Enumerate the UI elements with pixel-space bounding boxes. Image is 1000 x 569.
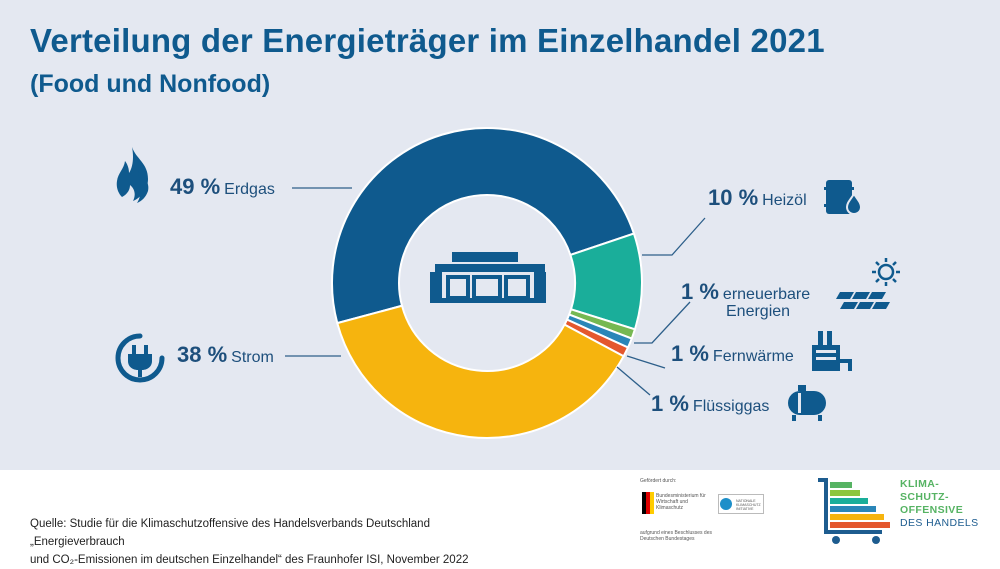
label-heizoel-value: 10 % <box>708 185 759 210</box>
store-icon <box>430 252 546 303</box>
page-subtitle: (Food und Nonfood) <box>30 70 271 98</box>
label-heizoel: 10 % Heizöl <box>708 185 807 210</box>
bundestag-note: aufgrund eines Beschlusses des Deutschen… <box>640 530 712 542</box>
donut-chart <box>285 127 706 439</box>
label-erdgas: 49 % Erdgas <box>170 174 275 199</box>
leader-line-heizoel <box>642 217 706 256</box>
label-erdgas-name: Erdgas <box>224 181 275 198</box>
brand-wordmark: KLIMA- SCHUTZ- OFFENSIVE DES HANDELS <box>900 478 979 530</box>
slice-strom <box>336 304 625 439</box>
district-heating-icon <box>812 331 852 371</box>
source-note: Quelle: Studie für die Klimaschutzoffens… <box>30 518 469 566</box>
label-fernwaerme-name: Fernwärme <box>712 348 794 365</box>
leader-line-fernwaerme <box>626 355 666 369</box>
flame-icon <box>116 147 149 203</box>
label-strom: 38 % Strom <box>177 342 274 367</box>
gas-tank-icon <box>788 385 826 421</box>
label-erdgas-value: 49 % <box>170 174 221 199</box>
label-strom-value: 38 % <box>177 342 228 367</box>
label-fluessiggas-name: Flüssiggas <box>692 398 770 415</box>
oil-barrel-icon <box>824 180 863 216</box>
label-erneuerbar-value: 1 % <box>681 279 719 304</box>
label-erneuerbar: 1 % erneuerbare <box>681 279 811 304</box>
sponsor-heading: Gefördert durch: <box>640 478 677 484</box>
nki-logo-text: NATIONALE KLIMASCHUTZ INITIATIVE <box>736 499 761 512</box>
plug-icon <box>115 333 165 383</box>
label-strom-name: Strom <box>231 349 274 366</box>
solar-panel-icon <box>836 258 900 309</box>
label-fluessiggas: 1 % Flüssiggas <box>651 391 770 416</box>
label-erneuerbar-name: erneuerbare <box>722 286 811 303</box>
label-heizoel-name: Heizöl <box>762 192 807 209</box>
label-fluessiggas-value: 1 % <box>651 391 689 416</box>
label-erneuerbar-line2: Energien <box>726 303 791 320</box>
federal-eagle-logo <box>642 492 654 514</box>
leader-line-fluessiggas <box>616 366 651 396</box>
ministry-logo-text: Bundesministerium für Wirtschaft und Kli… <box>656 493 706 511</box>
leader-line-erneuerbar <box>634 301 691 344</box>
page-title: Verteilung der Energieträger im Einzelha… <box>30 22 825 59</box>
label-fernwaerme-value: 1 % <box>671 341 709 366</box>
nki-logo <box>718 494 764 514</box>
label-fernwaerme: 1 % Fernwärme <box>671 341 794 366</box>
slice-erdgas <box>331 127 636 325</box>
klimaschutz-offensive-logo <box>818 478 890 544</box>
